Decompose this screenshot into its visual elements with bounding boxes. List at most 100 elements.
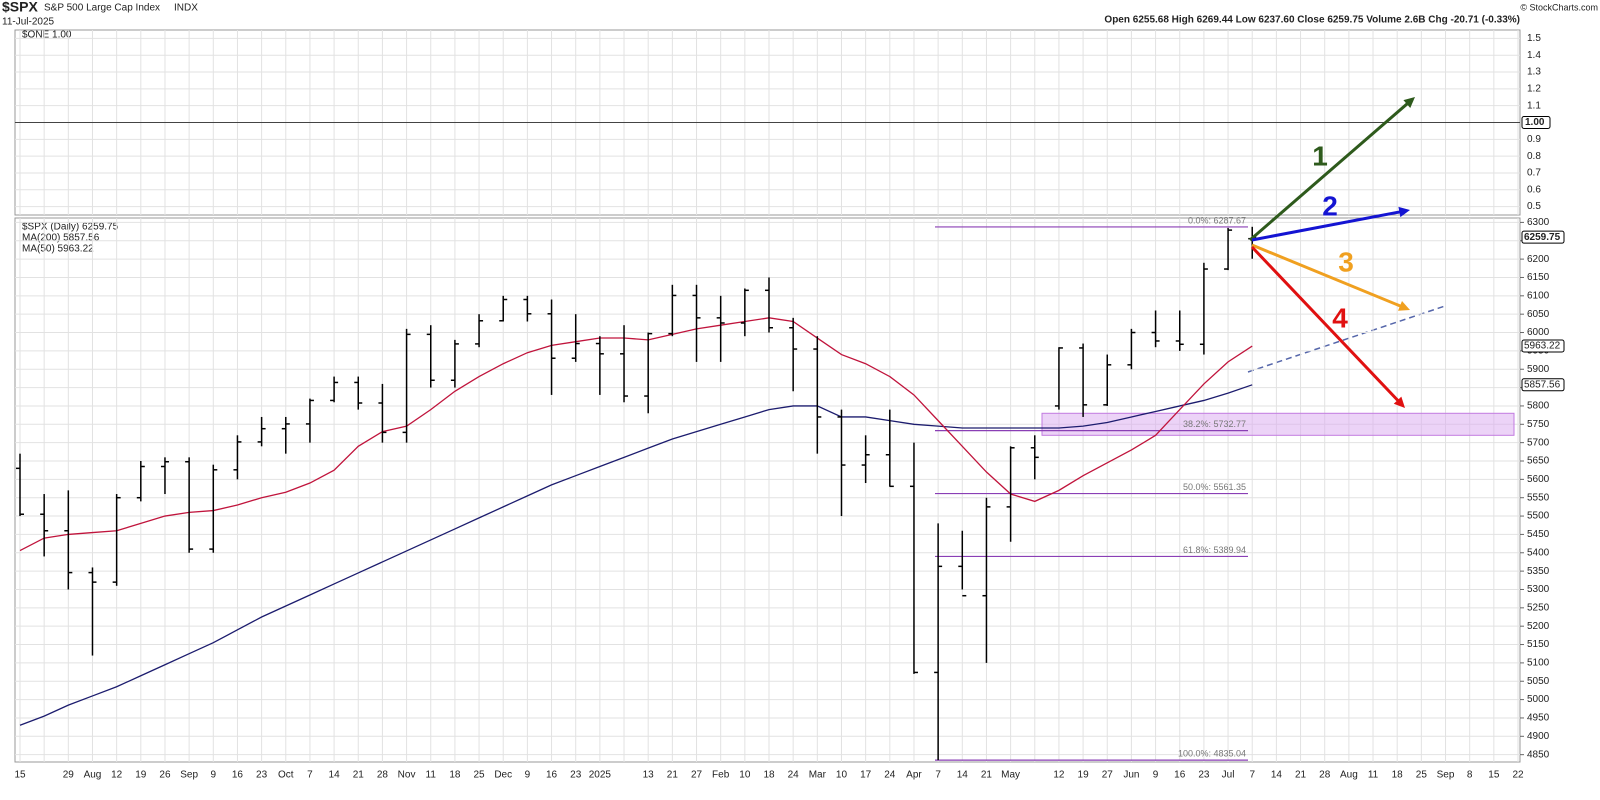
x-tick-label: 18 (763, 770, 775, 781)
y-tick-label: 5100 (1527, 658, 1550, 669)
y-tick-label: 5900 (1527, 364, 1550, 375)
x-tick-label: 22 (1512, 770, 1524, 781)
x-tick-label: Dec (494, 770, 512, 781)
x-tick-label: 28 (377, 770, 389, 781)
x-tick-label: Apr (906, 770, 922, 781)
y-tick-label: 0.8 (1527, 151, 1541, 162)
projection-arrow (1249, 99, 1412, 242)
x-tick-label: 23 (256, 770, 268, 781)
price-panel-frame (14, 217, 1521, 763)
x-tick-label: 21 (353, 770, 365, 781)
top-legend: $ONE 1.00 (22, 30, 72, 41)
y-tick-label: 6050 (1527, 309, 1550, 320)
x-tick-label: 9 (525, 770, 531, 781)
title: $SPX (2, 0, 38, 15)
fib-label: 38.2%: 5732.77 (1183, 419, 1246, 429)
y-tick-label: 5050 (1527, 676, 1550, 687)
projection-arrow (1250, 245, 1402, 405)
exchange: INDX (174, 3, 198, 14)
x-tick-label: 27 (1102, 770, 1114, 781)
y-tick-label: 0.7 (1527, 168, 1541, 179)
y-tick-label: 1.2 (1527, 84, 1541, 95)
y-tick-label: 5400 (1527, 547, 1550, 558)
x-tick-label: 23 (570, 770, 582, 781)
x-tick-label: 11 (426, 770, 437, 781)
x-tick-label: 15 (14, 770, 26, 781)
ma-line (19, 384, 1253, 726)
y-tick-label: 0.9 (1527, 134, 1541, 145)
scenario-label: 3 (1338, 246, 1354, 277)
y-tick-label: 5800 (1527, 401, 1550, 412)
x-tick-label: 21 (667, 770, 679, 781)
y-tick-label: 5450 (1527, 529, 1550, 540)
x-tick-label: 21 (981, 770, 993, 781)
projection-arrow (1251, 209, 1405, 242)
trend-line (1247, 305, 1446, 373)
x-tick-label: 17 (860, 770, 872, 781)
fib-label: 0.0%: 6287.67 (1188, 215, 1246, 225)
y-tick-label: 1.1 (1527, 100, 1541, 111)
arrow-head (1398, 301, 1410, 311)
x-tick-label: 25 (1416, 770, 1428, 781)
x-tick-label: 28 (1319, 770, 1331, 781)
arrow-head (1403, 97, 1415, 109)
fib-label: 100.0%: 4835.04 (1178, 749, 1246, 759)
y-tick-label: 5700 (1527, 437, 1550, 448)
subtitle: S&P 500 Large Cap Index (44, 3, 160, 14)
y-tick-label: 4850 (1527, 749, 1550, 760)
price-tag-box (1521, 339, 1565, 353)
x-tick-label: 7 (935, 770, 941, 781)
x-tick-label: 19 (1078, 770, 1090, 781)
price-tag-box (1521, 230, 1565, 244)
fib-label: 61.8%: 5389.94 (1183, 545, 1246, 555)
x-tick-label: Jul (1222, 770, 1235, 781)
value-tag: 1.00 (1525, 117, 1545, 128)
x-tick-label: 16 (232, 770, 244, 781)
projection-arrow (1251, 243, 1406, 310)
x-tick-label: 16 (1174, 770, 1186, 781)
price-tag: 5963.22 (1524, 341, 1561, 352)
scenario-label: 2 (1322, 190, 1338, 221)
y-tick-label: 6200 (1527, 254, 1550, 265)
value-tag-box (1521, 116, 1551, 129)
legend-ma200: MA(200) 5857.56 (22, 233, 100, 244)
x-tick-label: Mar (809, 770, 827, 781)
x-tick-label: Sep (1437, 770, 1455, 781)
x-tick-label: 14 (957, 770, 969, 781)
x-tick-label: 26 (159, 770, 171, 781)
x-tick-label: 15 (1488, 770, 1500, 781)
x-tick-label: 11 (1368, 770, 1379, 781)
support-zone (1041, 412, 1515, 436)
y-tick-label: 5550 (1527, 492, 1550, 503)
ma-line (19, 317, 1253, 552)
scenario-label: 4 (1332, 302, 1348, 333)
y-tick-label: 4900 (1527, 731, 1550, 742)
y-tick-label: 6000 (1527, 327, 1550, 338)
y-tick-label: 5750 (1527, 419, 1550, 430)
x-tick-label: 25 (474, 770, 486, 781)
y-tick-label: 1.4 (1527, 50, 1541, 61)
fib-label: 50.0%: 5561.35 (1183, 482, 1246, 492)
x-tick-label: 23 (1198, 770, 1210, 781)
x-tick-label: 18 (1392, 770, 1404, 781)
x-tick-label: Aug (1340, 770, 1358, 781)
legend-ma50: MA(50) 5963.22 (22, 244, 94, 255)
y-tick-label: 5350 (1527, 566, 1550, 577)
y-tick-label: 0.6 (1527, 184, 1541, 195)
y-tick-label: 5650 (1527, 456, 1550, 467)
y-tick-label: 6100 (1527, 290, 1550, 301)
y-tick-label: 5300 (1527, 584, 1550, 595)
legend-price: $SPX (Daily) 6259.75 (22, 222, 119, 233)
x-tick-label: 10 (836, 770, 848, 781)
x-tick-label: Aug (84, 770, 102, 781)
x-tick-label: 13 (643, 770, 655, 781)
credit: © StockCharts.com (1520, 2, 1598, 12)
x-tick-label: 8 (1467, 770, 1473, 781)
y-tick-label: 4950 (1527, 713, 1550, 724)
y-tick-label: 5150 (1527, 639, 1550, 650)
price-tag-box (1521, 378, 1565, 392)
arrow-head (1398, 206, 1410, 218)
x-tick-label: 14 (329, 770, 341, 781)
price-tag: 5857.56 (1524, 379, 1561, 390)
